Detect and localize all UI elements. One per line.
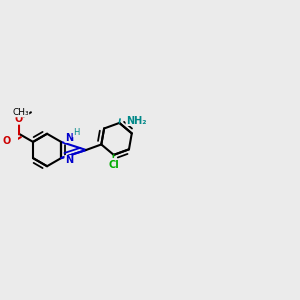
Text: O: O <box>2 136 10 146</box>
Text: O: O <box>15 114 23 124</box>
Text: Cl: Cl <box>108 160 119 170</box>
Text: N: N <box>65 155 73 165</box>
Text: CH₃: CH₃ <box>12 108 29 117</box>
Text: H: H <box>73 128 79 137</box>
Text: NH₂: NH₂ <box>126 116 146 126</box>
Text: N: N <box>65 133 73 142</box>
